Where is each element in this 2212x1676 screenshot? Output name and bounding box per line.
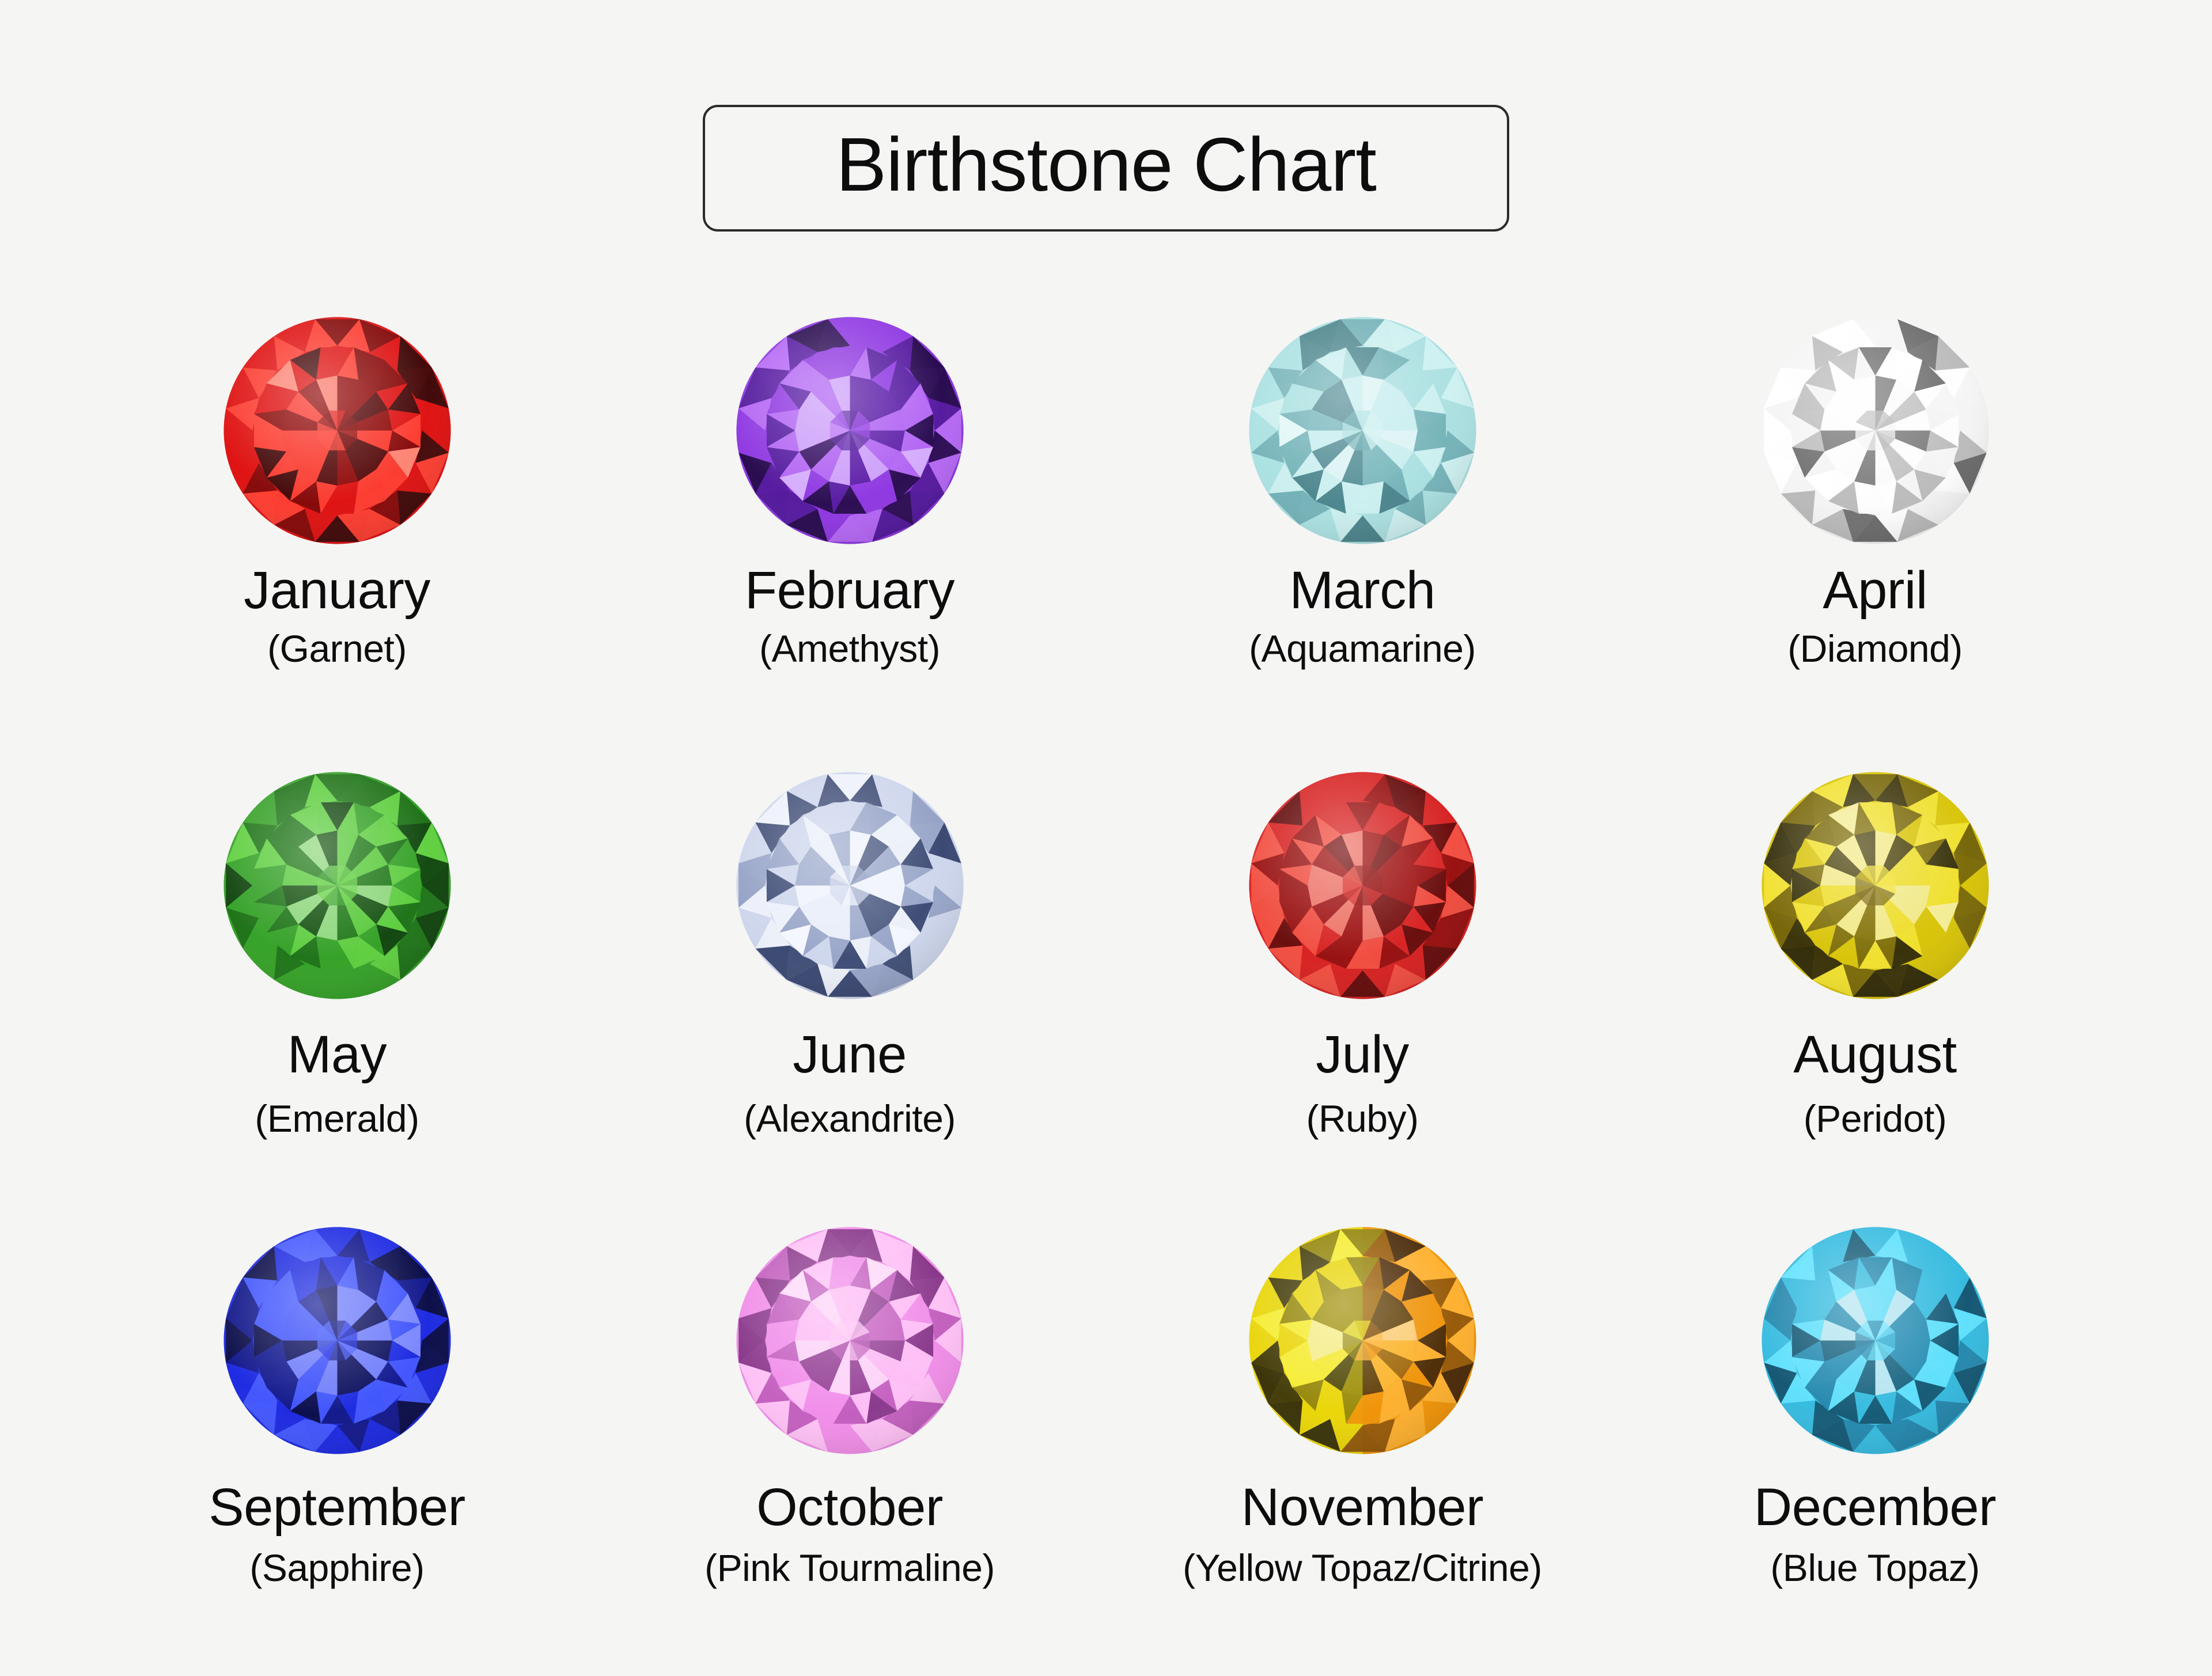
birthstone-cell-february[interactable]: February (Amethyst) <box>593 311 1106 766</box>
peridot-gem[interactable] <box>1756 766 1995 1005</box>
amethyst-gem-svg <box>736 317 964 544</box>
birthstone-cell-june[interactable]: June (Alexandrite) <box>593 766 1106 1221</box>
stone-label: (Blue Topaz) <box>1770 1546 1980 1589</box>
stone-label: (Aquamarine) <box>1249 627 1476 670</box>
month-label: May <box>287 1025 387 1084</box>
stone-label: (Amethyst) <box>759 627 941 670</box>
birthstone-cell-april[interactable]: April (Diamond) <box>1619 311 2131 766</box>
diamond-gem[interactable] <box>1756 311 1995 550</box>
stone-label: (Pink Tourmaline) <box>704 1546 995 1589</box>
diamond-gem-svg <box>1761 317 1989 544</box>
month-label: October <box>756 1478 943 1537</box>
yellow-topaz-citrine-gem-svg <box>1248 1227 1476 1454</box>
alexandrite-gem[interactable] <box>730 766 969 1005</box>
birthstone-cell-july[interactable]: July (Ruby) <box>1106 766 1619 1221</box>
birthstone-cell-october[interactable]: October (Pink Tourmaline) <box>593 1221 1106 1676</box>
month-label: June <box>793 1025 907 1084</box>
month-label: April <box>1823 561 1927 620</box>
blue-topaz-gem[interactable] <box>1756 1221 1995 1460</box>
stone-label: (Garnet) <box>267 627 407 670</box>
month-label: February <box>744 561 955 620</box>
amethyst-gem[interactable] <box>730 311 969 550</box>
ruby-gem-svg <box>1248 772 1476 999</box>
garnet-gem[interactable] <box>218 311 457 550</box>
month-label: August <box>1793 1025 1957 1084</box>
aquamarine-gem[interactable] <box>1243 311 1482 550</box>
birthstone-cell-may[interactable]: May (Emerald) <box>81 766 593 1221</box>
month-label: November <box>1241 1478 1484 1537</box>
emerald-gem[interactable] <box>218 766 457 1005</box>
stone-label: (Ruby) <box>1306 1097 1419 1140</box>
stone-label: (Emerald) <box>255 1097 419 1140</box>
birthstone-cell-january[interactable]: January (Garnet) <box>81 311 593 766</box>
stone-label: (Diamond) <box>1787 627 1963 670</box>
birthstone-cell-december[interactable]: December (Blue Topaz) <box>1619 1221 2131 1676</box>
stone-label: (Sapphire) <box>249 1546 425 1589</box>
month-label: March <box>1289 561 1435 620</box>
page-title: Birthstone Chart <box>836 122 1377 207</box>
pink-tourmaline-gem[interactable] <box>730 1221 969 1460</box>
month-label: September <box>209 1478 465 1537</box>
birthstone-cell-november[interactable]: November (Yellow Topaz/Citrine) <box>1106 1221 1619 1676</box>
stone-label: (Alexandrite) <box>744 1097 956 1140</box>
peridot-gem-svg <box>1761 772 1989 999</box>
aquamarine-gem-svg <box>1248 317 1476 544</box>
chart-title-container: Birthstone Chart <box>0 105 2212 232</box>
blue-topaz-gem-svg <box>1761 1227 1989 1454</box>
ruby-gem[interactable] <box>1243 766 1482 1005</box>
birthstone-cell-august[interactable]: August (Peridot) <box>1619 766 2131 1221</box>
birthstone-grid: January (Garnet) February (Amethyst) March (A… <box>81 311 2131 1676</box>
sapphire-gem-svg <box>223 1227 451 1454</box>
birthstone-cell-march[interactable]: March (Aquamarine) <box>1106 311 1619 766</box>
garnet-gem-svg <box>223 317 451 544</box>
stone-label: (Peridot) <box>1803 1097 1947 1140</box>
month-label: January <box>244 561 430 620</box>
yellow-topaz-citrine-gem[interactable] <box>1243 1221 1482 1460</box>
pink-tourmaline-gem-svg <box>736 1227 964 1454</box>
sapphire-gem[interactable] <box>218 1221 457 1460</box>
alexandrite-gem-svg <box>736 772 964 999</box>
month-label: July <box>1316 1025 1409 1084</box>
birthstone-cell-september[interactable]: September (Sapphire) <box>81 1221 593 1676</box>
stone-label: (Yellow Topaz/Citrine) <box>1183 1546 1542 1589</box>
month-label: December <box>1753 1478 1997 1537</box>
emerald-gem-svg <box>223 772 451 999</box>
chart-title-box: Birthstone Chart <box>703 105 1509 232</box>
